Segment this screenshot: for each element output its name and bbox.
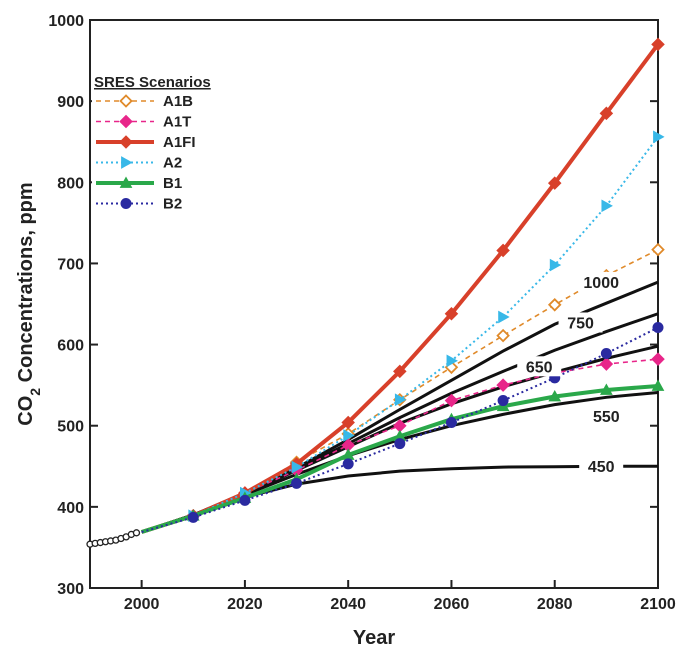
- point-a1fi: [496, 243, 510, 258]
- legend-label: A1T: [163, 114, 191, 131]
- x-tick-label: 2060: [434, 596, 470, 613]
- point-b2: [291, 477, 303, 489]
- point-a2: [601, 199, 613, 213]
- y-tick-label: 1000: [48, 13, 84, 30]
- point-a1t: [651, 352, 665, 366]
- legend-label: A1B: [163, 93, 193, 110]
- x-tick-label: 2040: [330, 596, 366, 613]
- legend-title: SRES Scenarios: [94, 74, 211, 91]
- point-b1: [651, 379, 665, 391]
- y-axis-title-prefix: CO: [15, 396, 37, 426]
- y-tick-label: 900: [57, 94, 84, 111]
- stab-label-1000: 1000: [583, 275, 619, 292]
- point-a1fi: [341, 415, 355, 430]
- stab-label-750: 750: [567, 315, 594, 332]
- legend-bg: [92, 72, 248, 220]
- stab-label-bg: [579, 456, 624, 477]
- y-axis-title-sub: 2: [27, 388, 43, 396]
- point-a2: [549, 258, 562, 272]
- stab-label-bg: [579, 271, 624, 292]
- point-a1b: [651, 242, 665, 257]
- y-tick-label: 500: [57, 419, 84, 436]
- point-a1t: [444, 393, 459, 408]
- x-tick-label: 2020: [227, 596, 263, 613]
- point-a1fi: [651, 37, 665, 52]
- point-a2: [653, 130, 665, 144]
- legend-label: A2: [163, 155, 182, 172]
- stab-label-bg: [558, 312, 603, 333]
- point-a1t: [496, 378, 510, 392]
- point-a2: [498, 310, 510, 324]
- legend-item-a1t: A1T: [96, 114, 191, 131]
- legend-swatch-marker: [120, 198, 132, 209]
- y-tick-label: 800: [57, 175, 84, 192]
- point-a1fi: [444, 306, 459, 321]
- x-tick-label: 2080: [537, 596, 573, 613]
- point-a2: [343, 429, 355, 442]
- stab-label-450: 450: [588, 459, 615, 476]
- point-a1fi: [393, 364, 407, 379]
- legend-item-b1: B1: [96, 175, 182, 192]
- legend-swatch-marker: [121, 156, 133, 169]
- plot-frame: [89, 19, 659, 589]
- y-axis: 300 400 500 600 700 800 900 1000: [48, 13, 658, 598]
- legend-item-a1b: A1B: [96, 93, 193, 110]
- y-tick-label: 300: [57, 581, 84, 598]
- historical-point: [132, 529, 141, 537]
- legend-swatch-marker: [119, 135, 133, 149]
- stab-label-bg: [584, 405, 629, 426]
- series-b2: [141, 322, 664, 533]
- point-a2: [291, 460, 304, 474]
- point-b2: [600, 347, 612, 359]
- point-a1fi: [547, 176, 562, 190]
- legend-swatch-marker: [119, 176, 133, 188]
- y-axis-title: CO2 Concentrations, ppm: [15, 182, 43, 425]
- series-line-b2: [141, 326, 659, 533]
- legend-item-a2: A2: [96, 155, 182, 172]
- historical-series: [86, 529, 141, 548]
- point-a1b: [496, 328, 510, 343]
- y-tick-label: 600: [57, 338, 84, 355]
- point-b1: [600, 383, 613, 395]
- series-line-a1b: [141, 248, 659, 533]
- point-b2: [445, 416, 457, 428]
- legend: SRES Scenarios A1B A1T A1FI A2 B1 B2: [92, 72, 248, 220]
- y-tick-label: 400: [57, 500, 84, 517]
- point-b2: [187, 511, 199, 523]
- point-a2: [394, 393, 407, 407]
- legend-item-a1fi: A1FI: [96, 134, 196, 151]
- stab-label-550: 550: [593, 409, 620, 426]
- point-b2: [652, 322, 664, 334]
- point-b2: [497, 395, 509, 407]
- x-axis-title: Year: [353, 627, 395, 649]
- x-tick-label: 2100: [640, 596, 676, 613]
- point-a1fi: [599, 106, 614, 121]
- y-axis-title-suffix: Concentrations, ppm: [15, 182, 37, 388]
- point-b1: [548, 389, 562, 402]
- stab-label-bg: [517, 356, 562, 377]
- stab-line-450: [141, 464, 658, 534]
- legend-label: A1FI: [163, 134, 196, 151]
- legend-swatch-marker: [119, 114, 133, 129]
- x-tick-label: 2000: [124, 596, 160, 613]
- legend-swatch-marker: [119, 94, 133, 108]
- legend-label: B1: [163, 175, 182, 192]
- legend-label: B2: [163, 196, 182, 213]
- point-b2: [342, 458, 354, 470]
- point-a1b: [547, 298, 562, 312]
- point-a1t: [599, 357, 614, 371]
- point-a2: [446, 354, 458, 368]
- y-tick-label: 700: [57, 256, 84, 273]
- point-b2: [239, 494, 251, 506]
- legend-item-b2: B2: [96, 196, 182, 213]
- stabilization-labels: 1000 750 650 550 450: [517, 271, 629, 477]
- point-b2: [394, 438, 406, 450]
- scenario-series: [141, 37, 665, 534]
- x-axis: 2000 2020 2040 2060 2080 2100: [124, 580, 676, 613]
- stab-label-650: 650: [526, 359, 553, 376]
